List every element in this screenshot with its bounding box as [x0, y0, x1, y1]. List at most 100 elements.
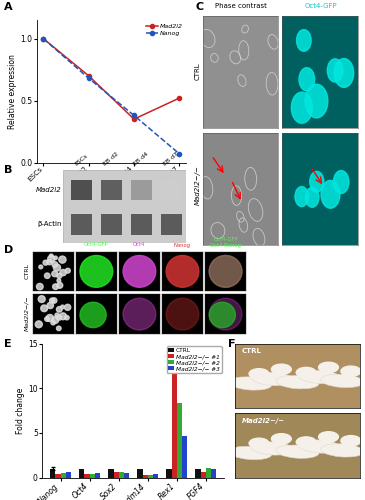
Text: ESCs: ESCs [74, 152, 89, 166]
Bar [71, 214, 92, 234]
Circle shape [65, 268, 70, 273]
Circle shape [52, 271, 58, 276]
Circle shape [209, 302, 235, 328]
Circle shape [319, 432, 338, 442]
Circle shape [249, 368, 269, 379]
Bar [200, 472, 206, 478]
Text: Phase contrast: Phase contrast [215, 4, 267, 10]
Nanog [41, 36, 46, 42]
Bar [161, 214, 182, 234]
Circle shape [321, 180, 340, 208]
Text: EB d2: EB d2 [103, 151, 120, 166]
Circle shape [46, 314, 54, 322]
Bar [148, 476, 153, 478]
Circle shape [272, 364, 291, 374]
Circle shape [209, 256, 242, 288]
Text: Oct4-GFP: Oct4-GFP [84, 242, 109, 248]
Circle shape [59, 313, 66, 320]
Circle shape [56, 315, 62, 320]
Ellipse shape [276, 376, 319, 389]
Bar [71, 180, 92, 201]
Text: CTRL: CTRL [24, 262, 29, 278]
Mad2l2 [132, 116, 136, 122]
Circle shape [36, 284, 43, 290]
Legend: CTRL, Mad2l2−/− #1, Mad2l2−/− #2, Mad2l2−/− #3: CTRL, Mad2l2−/− #1, Mad2l2−/− #2, Mad2l2… [166, 346, 222, 373]
Circle shape [50, 298, 54, 303]
Line: Nanog: Nanog [41, 36, 181, 156]
Circle shape [60, 270, 66, 276]
Circle shape [299, 68, 315, 91]
Bar [161, 180, 182, 201]
Bar [177, 404, 182, 477]
Circle shape [53, 264, 61, 271]
Circle shape [295, 186, 308, 206]
Text: Mad2l2−/−: Mad2l2−/− [24, 296, 29, 331]
Bar [95, 474, 100, 478]
Ellipse shape [229, 446, 272, 460]
Circle shape [319, 362, 338, 372]
Bar [101, 180, 122, 201]
Bar [64, 170, 186, 242]
Circle shape [291, 92, 312, 124]
Text: D: D [4, 245, 13, 255]
Circle shape [310, 172, 324, 192]
Circle shape [65, 304, 71, 310]
Circle shape [209, 298, 242, 330]
Circle shape [296, 437, 316, 447]
Text: Mad2l2: Mad2l2 [36, 188, 62, 194]
Circle shape [57, 278, 61, 282]
Circle shape [49, 254, 53, 258]
Text: CTRL: CTRL [195, 62, 201, 80]
Text: C: C [195, 2, 203, 12]
Text: Oct4: Oct4 [133, 242, 146, 248]
Circle shape [57, 306, 62, 312]
Bar [206, 468, 211, 477]
Circle shape [41, 305, 47, 312]
Ellipse shape [251, 372, 294, 386]
Circle shape [55, 313, 59, 317]
Circle shape [272, 434, 291, 444]
Text: B: B [4, 165, 12, 175]
Y-axis label: Relative expression: Relative expression [8, 54, 18, 128]
Circle shape [54, 256, 57, 260]
Text: E: E [4, 339, 11, 349]
Circle shape [57, 274, 62, 278]
Ellipse shape [276, 445, 319, 458]
Circle shape [341, 366, 361, 376]
Mad2l2 [177, 95, 181, 101]
Bar [211, 470, 216, 478]
Ellipse shape [229, 377, 272, 390]
Circle shape [57, 326, 61, 330]
Circle shape [80, 302, 106, 328]
Circle shape [209, 256, 242, 288]
Circle shape [48, 256, 55, 262]
Bar [124, 474, 129, 478]
Ellipse shape [298, 440, 341, 453]
Bar [182, 436, 187, 478]
Bar [153, 474, 158, 478]
Text: Oct4-GFP
Oct4 Nanog: Oct4-GFP Oct4 Nanog [210, 236, 241, 248]
Text: β-Actin: β-Actin [38, 222, 62, 228]
Bar [195, 468, 200, 477]
Nanog [177, 151, 181, 157]
Circle shape [52, 316, 59, 324]
Circle shape [52, 262, 58, 268]
Circle shape [65, 316, 69, 320]
Text: Mad2l2−/−: Mad2l2−/− [195, 166, 201, 205]
Y-axis label: Fold change: Fold change [16, 388, 26, 434]
Text: EB d7: EB d7 [163, 151, 180, 166]
Bar [61, 474, 66, 478]
Circle shape [327, 59, 343, 82]
Circle shape [296, 368, 316, 378]
Circle shape [59, 256, 66, 263]
Mad2l2 [87, 73, 91, 79]
Ellipse shape [251, 442, 294, 455]
Line: Mad2l2: Mad2l2 [41, 36, 181, 121]
Bar [137, 468, 142, 477]
Text: Oct4-GFP: Oct4-GFP [304, 4, 337, 10]
Nanog [87, 75, 91, 81]
Circle shape [334, 58, 354, 87]
Circle shape [306, 188, 319, 208]
Circle shape [47, 260, 52, 264]
Circle shape [249, 438, 269, 448]
